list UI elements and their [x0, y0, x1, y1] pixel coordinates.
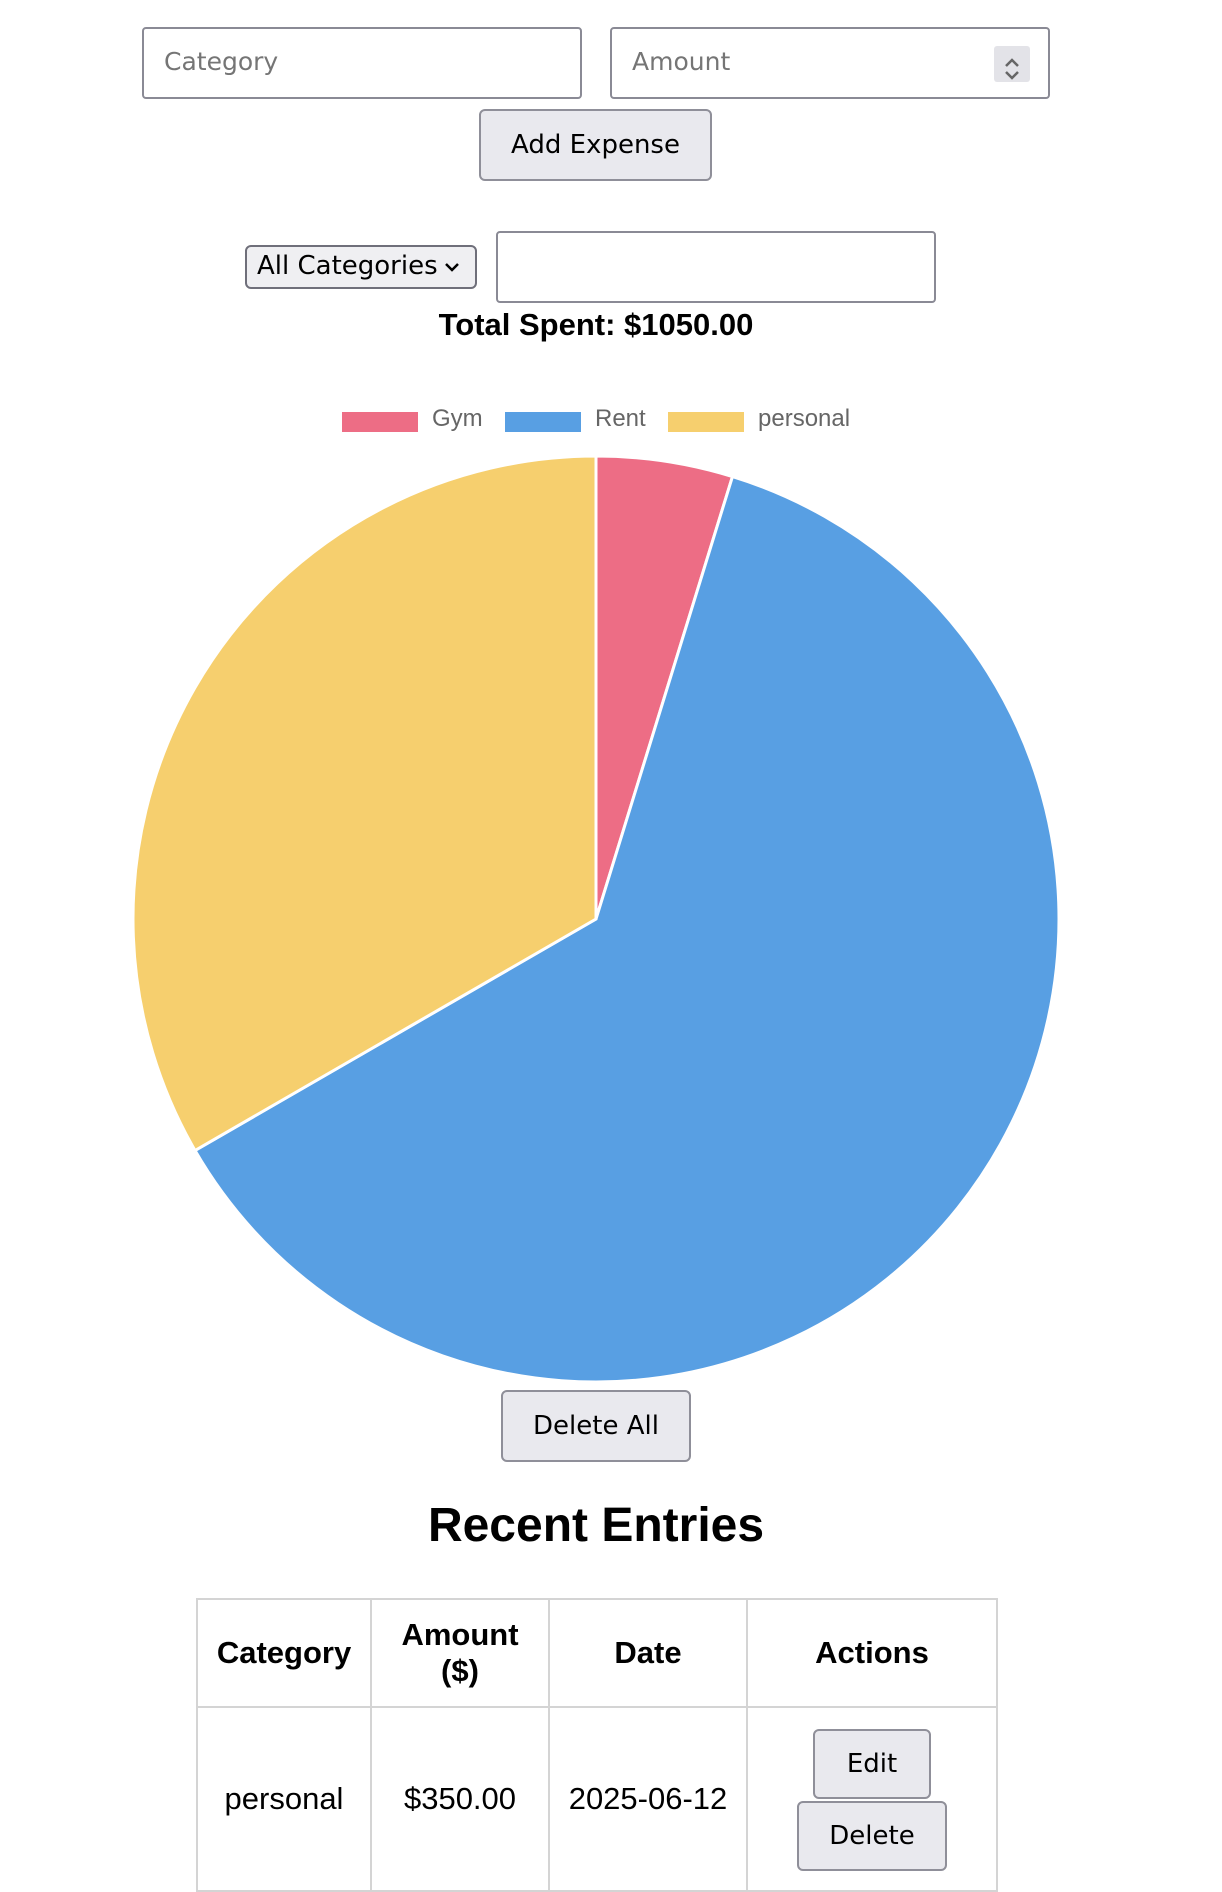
header-amount: Amount ($) [370, 1598, 550, 1708]
total-spent: Total Spent: $1050.00 [438, 307, 754, 342]
category-input[interactable]: Category [142, 27, 582, 99]
category-filter-select[interactable]: All Categories [245, 245, 477, 289]
stepper-chevrons-icon [1005, 58, 1019, 80]
header-date: Date [548, 1598, 748, 1708]
amount-placeholder: Amount [632, 47, 731, 76]
table-header-row: Category Amount ($) Date Actions [196, 1598, 998, 1708]
amount-input[interactable]: Amount [610, 27, 1050, 99]
legend-swatch-gym [342, 412, 418, 432]
edit-button[interactable]: Edit [813, 1729, 931, 1799]
category-placeholder: Category [164, 47, 279, 76]
entries-table: Category Amount ($) Date Actions persona… [196, 1598, 998, 1892]
header-category: Category [196, 1598, 372, 1708]
amount-stepper[interactable] [994, 46, 1030, 82]
delete-button[interactable]: Delete [797, 1801, 947, 1871]
category-filter-value: All Categories [257, 251, 438, 281]
header-actions: Actions [746, 1598, 998, 1708]
legend-swatch-personal [668, 412, 744, 432]
delete-all-button[interactable]: Delete All [501, 1390, 691, 1462]
chevron-down-icon [445, 263, 459, 272]
row-date: 2025-06-12 [548, 1706, 748, 1892]
recent-entries-title: Recent Entries [427, 1499, 765, 1552]
filter-search-input[interactable] [496, 231, 936, 303]
row-category: personal [196, 1706, 372, 1892]
legend-label-gym: Gym [432, 405, 483, 432]
legend-label-rent: Rent [595, 405, 646, 432]
pie-slice-rent[interactable] [192, 474, 1061, 1384]
row-actions: Edit Delete [746, 1706, 998, 1892]
add-expense-button[interactable]: Add Expense [479, 109, 712, 181]
row-amount: $350.00 [370, 1706, 550, 1892]
legend-label-personal: personal [758, 405, 851, 432]
pie-slice-personal[interactable] [131, 454, 598, 1153]
legend-swatch-rent [505, 412, 581, 432]
table-row: personal $350.00 2025-06-12 Edit Delete [196, 1706, 998, 1892]
